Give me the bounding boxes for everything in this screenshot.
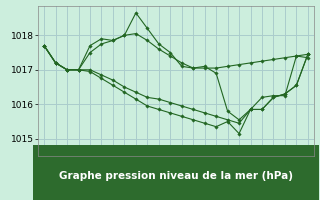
X-axis label: Graphe pression niveau de la mer (hPa): Graphe pression niveau de la mer (hPa)	[59, 171, 293, 181]
